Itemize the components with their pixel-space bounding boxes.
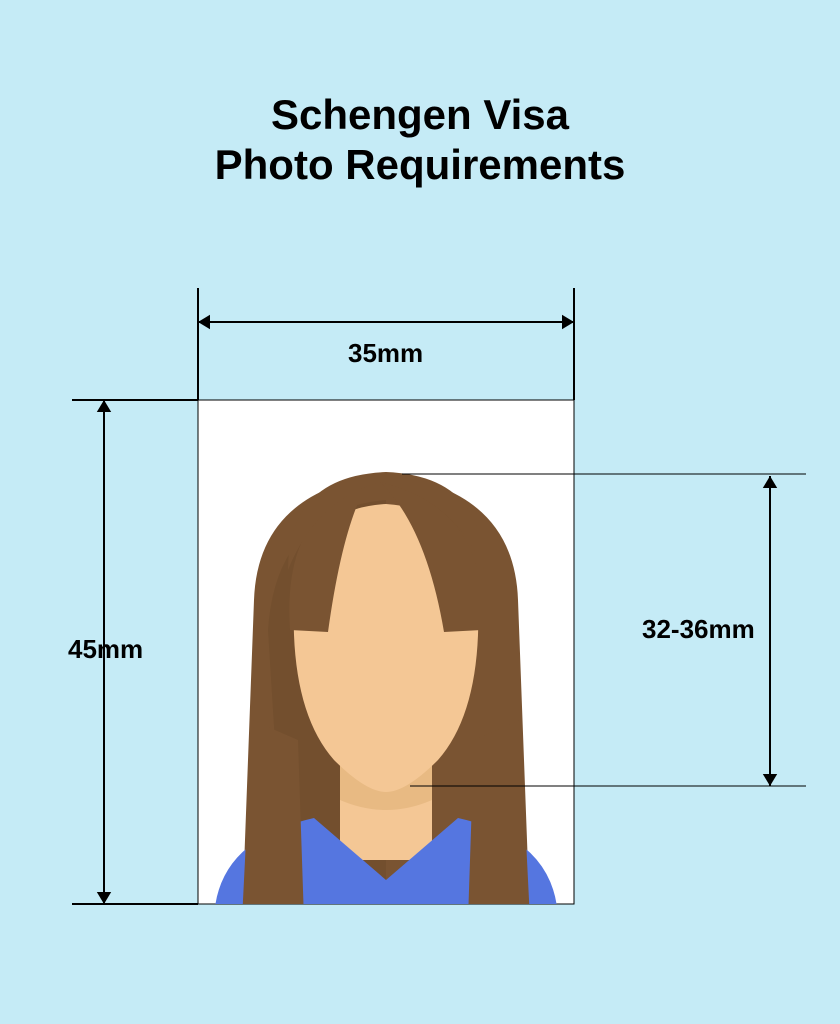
diagram-canvas: Schengen Visa Photo Requirements 35mm 45… [0, 0, 840, 1024]
width-dimension-label: 35mm [348, 338, 423, 369]
height-dimension-label: 45mm [68, 634, 143, 665]
diagram-svg [0, 0, 840, 1024]
head-dimension-label: 32-36mm [642, 614, 755, 645]
